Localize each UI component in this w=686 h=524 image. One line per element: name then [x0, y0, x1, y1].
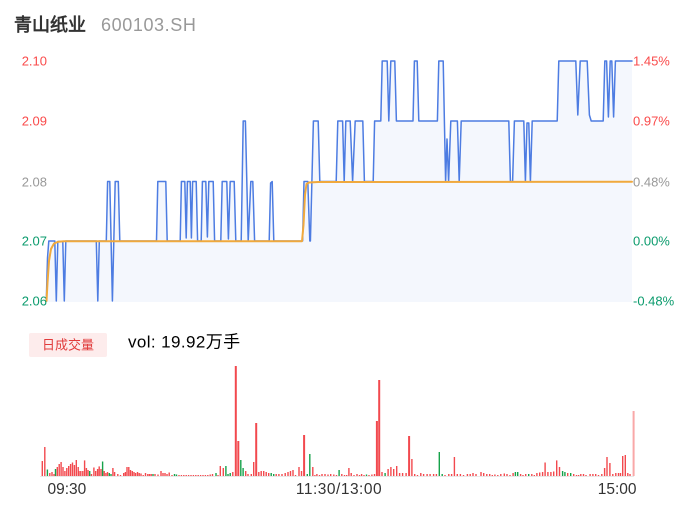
svg-text:11:30/13:00: 11:30/13:00 [296, 481, 382, 498]
svg-text:0.48%: 0.48% [633, 175, 670, 190]
svg-text:2.07: 2.07 [22, 234, 47, 249]
svg-text:日成交量: 日成交量 [42, 338, 94, 353]
svg-text:2.09: 2.09 [22, 114, 47, 129]
svg-text:15:00: 15:00 [598, 481, 637, 498]
svg-text:-0.48%: -0.48% [633, 294, 675, 309]
svg-text:青山纸业: 青山纸业 [14, 14, 86, 35]
svg-text:09:30: 09:30 [48, 481, 87, 498]
svg-text:0.97%: 0.97% [633, 114, 670, 129]
svg-text:2.08: 2.08 [22, 175, 47, 190]
svg-text:600103.SH: 600103.SH [101, 15, 196, 35]
svg-text:0.00%: 0.00% [633, 234, 670, 249]
svg-text:2.10: 2.10 [22, 54, 47, 69]
svg-text:2.06: 2.06 [22, 294, 47, 309]
svg-text:1.45%: 1.45% [633, 54, 670, 69]
svg-text:vol: 19.92万手: vol: 19.92万手 [128, 333, 241, 352]
